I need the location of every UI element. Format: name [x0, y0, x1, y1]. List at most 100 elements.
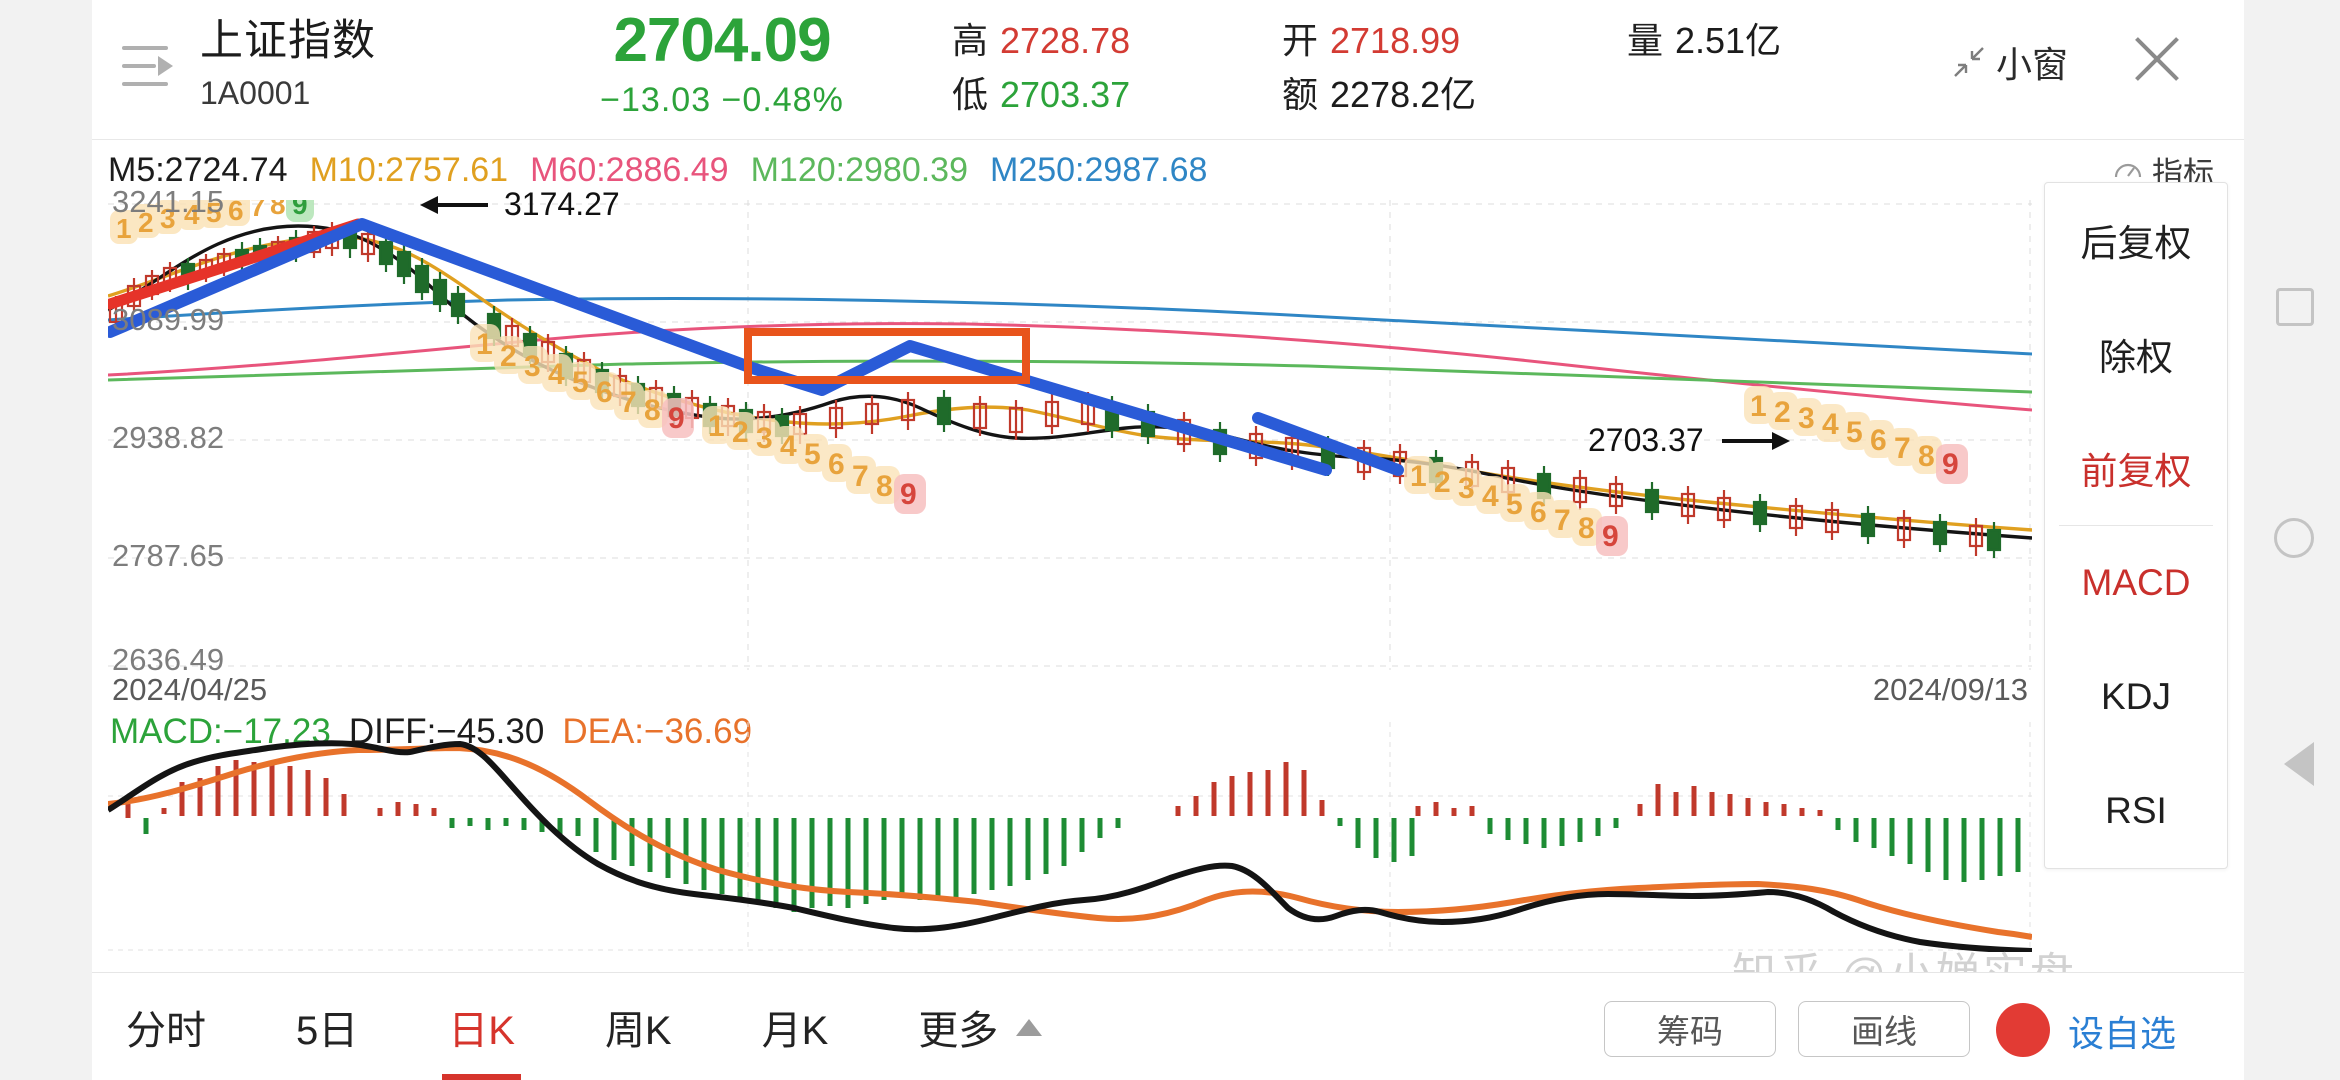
svg-text:2: 2 — [1434, 466, 1451, 499]
svg-text:9: 9 — [1942, 448, 1959, 481]
quote-header: 上证指数 1A0001 2704.09 −13.03 −0.48% 高 2728… — [92, 0, 2244, 140]
x-axis-dates: 2024/04/25 2024/09/13 — [108, 672, 2032, 716]
add-watchlist-button[interactable]: 设自选 — [2068, 1013, 2177, 1054]
recents-icon[interactable] — [2276, 288, 2314, 326]
arrow-right-icon — [1721, 431, 1790, 450]
svg-text:4: 4 — [1482, 480, 1499, 513]
ma-legend: M5:2724.74 M10:2757.61 M60:2886.49 M120:… — [92, 141, 2032, 199]
hamburger-arrow-icon[interactable] — [122, 40, 174, 94]
tab-monthly-k[interactable]: 月K — [761, 1009, 829, 1053]
stat-column-volume: 量 2.51亿 — [1627, 14, 1781, 68]
symbol-block[interactable]: 上证指数 1A0001 — [200, 14, 376, 116]
x-axis-date-end: 2024/09/13 — [1872, 672, 2028, 707]
symbol-code: 1A0001 — [200, 75, 311, 111]
small-window-button[interactable]: 小窗 — [1952, 36, 2068, 88]
sidebar-item-macd[interactable]: MACD — [2081, 562, 2191, 603]
device-gutter-left — [0, 0, 92, 1080]
y-axis-label-1: 3089.99 — [112, 302, 225, 337]
ma-legend-m120: M120:2980.39 — [750, 150, 968, 189]
svg-text:4: 4 — [1822, 408, 1839, 441]
stat-amount-value: 2278.2亿 — [1330, 74, 1477, 115]
stat-low-value: 2703.37 — [1000, 74, 1131, 115]
home-icon[interactable] — [2274, 518, 2314, 558]
sidebar-divider — [2059, 525, 2213, 526]
period-tabs: 分时 5日 日K 周K 月K 更多 — [112, 973, 1118, 1080]
draw-line-button[interactable]: 画线 — [1798, 1001, 1970, 1057]
svg-text:2: 2 — [138, 207, 154, 238]
svg-text:3: 3 — [1798, 402, 1815, 435]
svg-text:7: 7 — [1894, 432, 1911, 465]
ma-legend-m250: M250:2987.68 — [990, 150, 1208, 189]
price-block: 2704.09 −13.03 −0.48% — [572, 6, 872, 122]
svg-text:8: 8 — [876, 470, 893, 503]
tab-5day[interactable]: 5日 — [296, 1009, 359, 1053]
indicator-sidebar: 后复权 除权 前复权 MACD KDJ RSI — [2044, 182, 2228, 869]
svg-text:8: 8 — [1918, 440, 1935, 473]
sidebar-item-qian-fu-quan[interactable]: 前复权 — [2080, 451, 2192, 492]
red-circle-icon[interactable] — [1996, 1003, 2050, 1057]
sidebar-item-kdj[interactable]: KDJ — [2101, 676, 2171, 717]
sidebar-item-hou-fu-quan[interactable]: 后复权 — [2080, 223, 2192, 264]
ma-legend-m60: M60:2886.49 — [530, 150, 729, 189]
stat-high-label: 高 — [952, 20, 989, 61]
small-window-label: 小窗 — [1995, 44, 2068, 85]
stat-open: 开 2718.99 — [1282, 14, 1476, 68]
svg-text:5: 5 — [804, 438, 821, 471]
close-icon[interactable] — [2128, 30, 2186, 88]
stat-high-value: 2728.78 — [1000, 20, 1131, 61]
svg-text:6: 6 — [1870, 424, 1887, 457]
svg-text:1: 1 — [116, 213, 132, 244]
ma-legend-m10: M10:2757.61 — [309, 150, 509, 189]
tab-weekly-k[interactable]: 周K — [604, 1009, 672, 1053]
sidebar-item-chu-quan[interactable]: 除权 — [2099, 337, 2173, 378]
y-axis-label-0: 3241.15 — [112, 184, 225, 219]
drawing-orange-box — [744, 328, 1030, 384]
stat-open-label: 开 — [1282, 20, 1319, 61]
svg-text:1: 1 — [476, 328, 493, 361]
svg-text:7: 7 — [620, 386, 637, 419]
svg-text:5: 5 — [1846, 416, 1863, 449]
svg-text:4: 4 — [780, 430, 797, 463]
arrow-left-icon — [420, 195, 488, 214]
dea-value: DEA:−36.69 — [562, 712, 753, 751]
stat-amount-label: 额 — [1282, 74, 1319, 115]
svg-text:9: 9 — [292, 200, 308, 220]
svg-text:4: 4 — [548, 358, 565, 391]
svg-text:9: 9 — [1602, 520, 1619, 553]
triangle-up-icon — [1016, 1018, 1043, 1036]
stat-column-high-low: 高 2728.78 低 2703.37 — [952, 14, 1130, 122]
svg-text:7: 7 — [852, 460, 869, 493]
svg-text:3: 3 — [524, 350, 541, 383]
chip-button[interactable]: 筹码 — [1604, 1001, 1776, 1057]
annotation-low: 2703.37 — [1588, 422, 1792, 459]
stat-volume: 量 2.51亿 — [1627, 14, 1781, 68]
svg-text:1: 1 — [708, 410, 725, 443]
back-icon[interactable] — [2284, 742, 2314, 786]
svg-text:7: 7 — [250, 200, 266, 222]
svg-text:8: 8 — [644, 394, 661, 427]
stat-column-open-amount: 开 2718.99 额 2278.2亿 — [1282, 14, 1476, 122]
macd-svg — [106, 722, 2033, 954]
svg-text:6: 6 — [828, 448, 845, 481]
dea-line — [107, 744, 2033, 940]
svg-text:8: 8 — [270, 200, 286, 220]
tab-fenshi[interactable]: 分时 — [126, 1009, 206, 1053]
stat-open-value: 2718.99 — [1330, 20, 1461, 61]
tab-daily-k[interactable]: 日K — [434, 998, 529, 1080]
svg-text:2: 2 — [1774, 396, 1791, 429]
svg-text:4: 4 — [184, 200, 200, 230]
svg-text:6: 6 — [228, 200, 244, 226]
symbol-name: 上证指数 — [200, 17, 376, 65]
macd-legend: MACD:−17.23 DIFF:−45.30 DEA:−36.69 — [110, 712, 770, 752]
tab-more[interactable]: 更多 — [904, 998, 1056, 1056]
sidebar-item-rsi[interactable]: RSI — [2105, 790, 2167, 831]
macd-chart[interactable] — [106, 722, 2033, 954]
stat-amount: 额 2278.2亿 — [1282, 68, 1476, 122]
svg-text:1: 1 — [1410, 460, 1427, 493]
